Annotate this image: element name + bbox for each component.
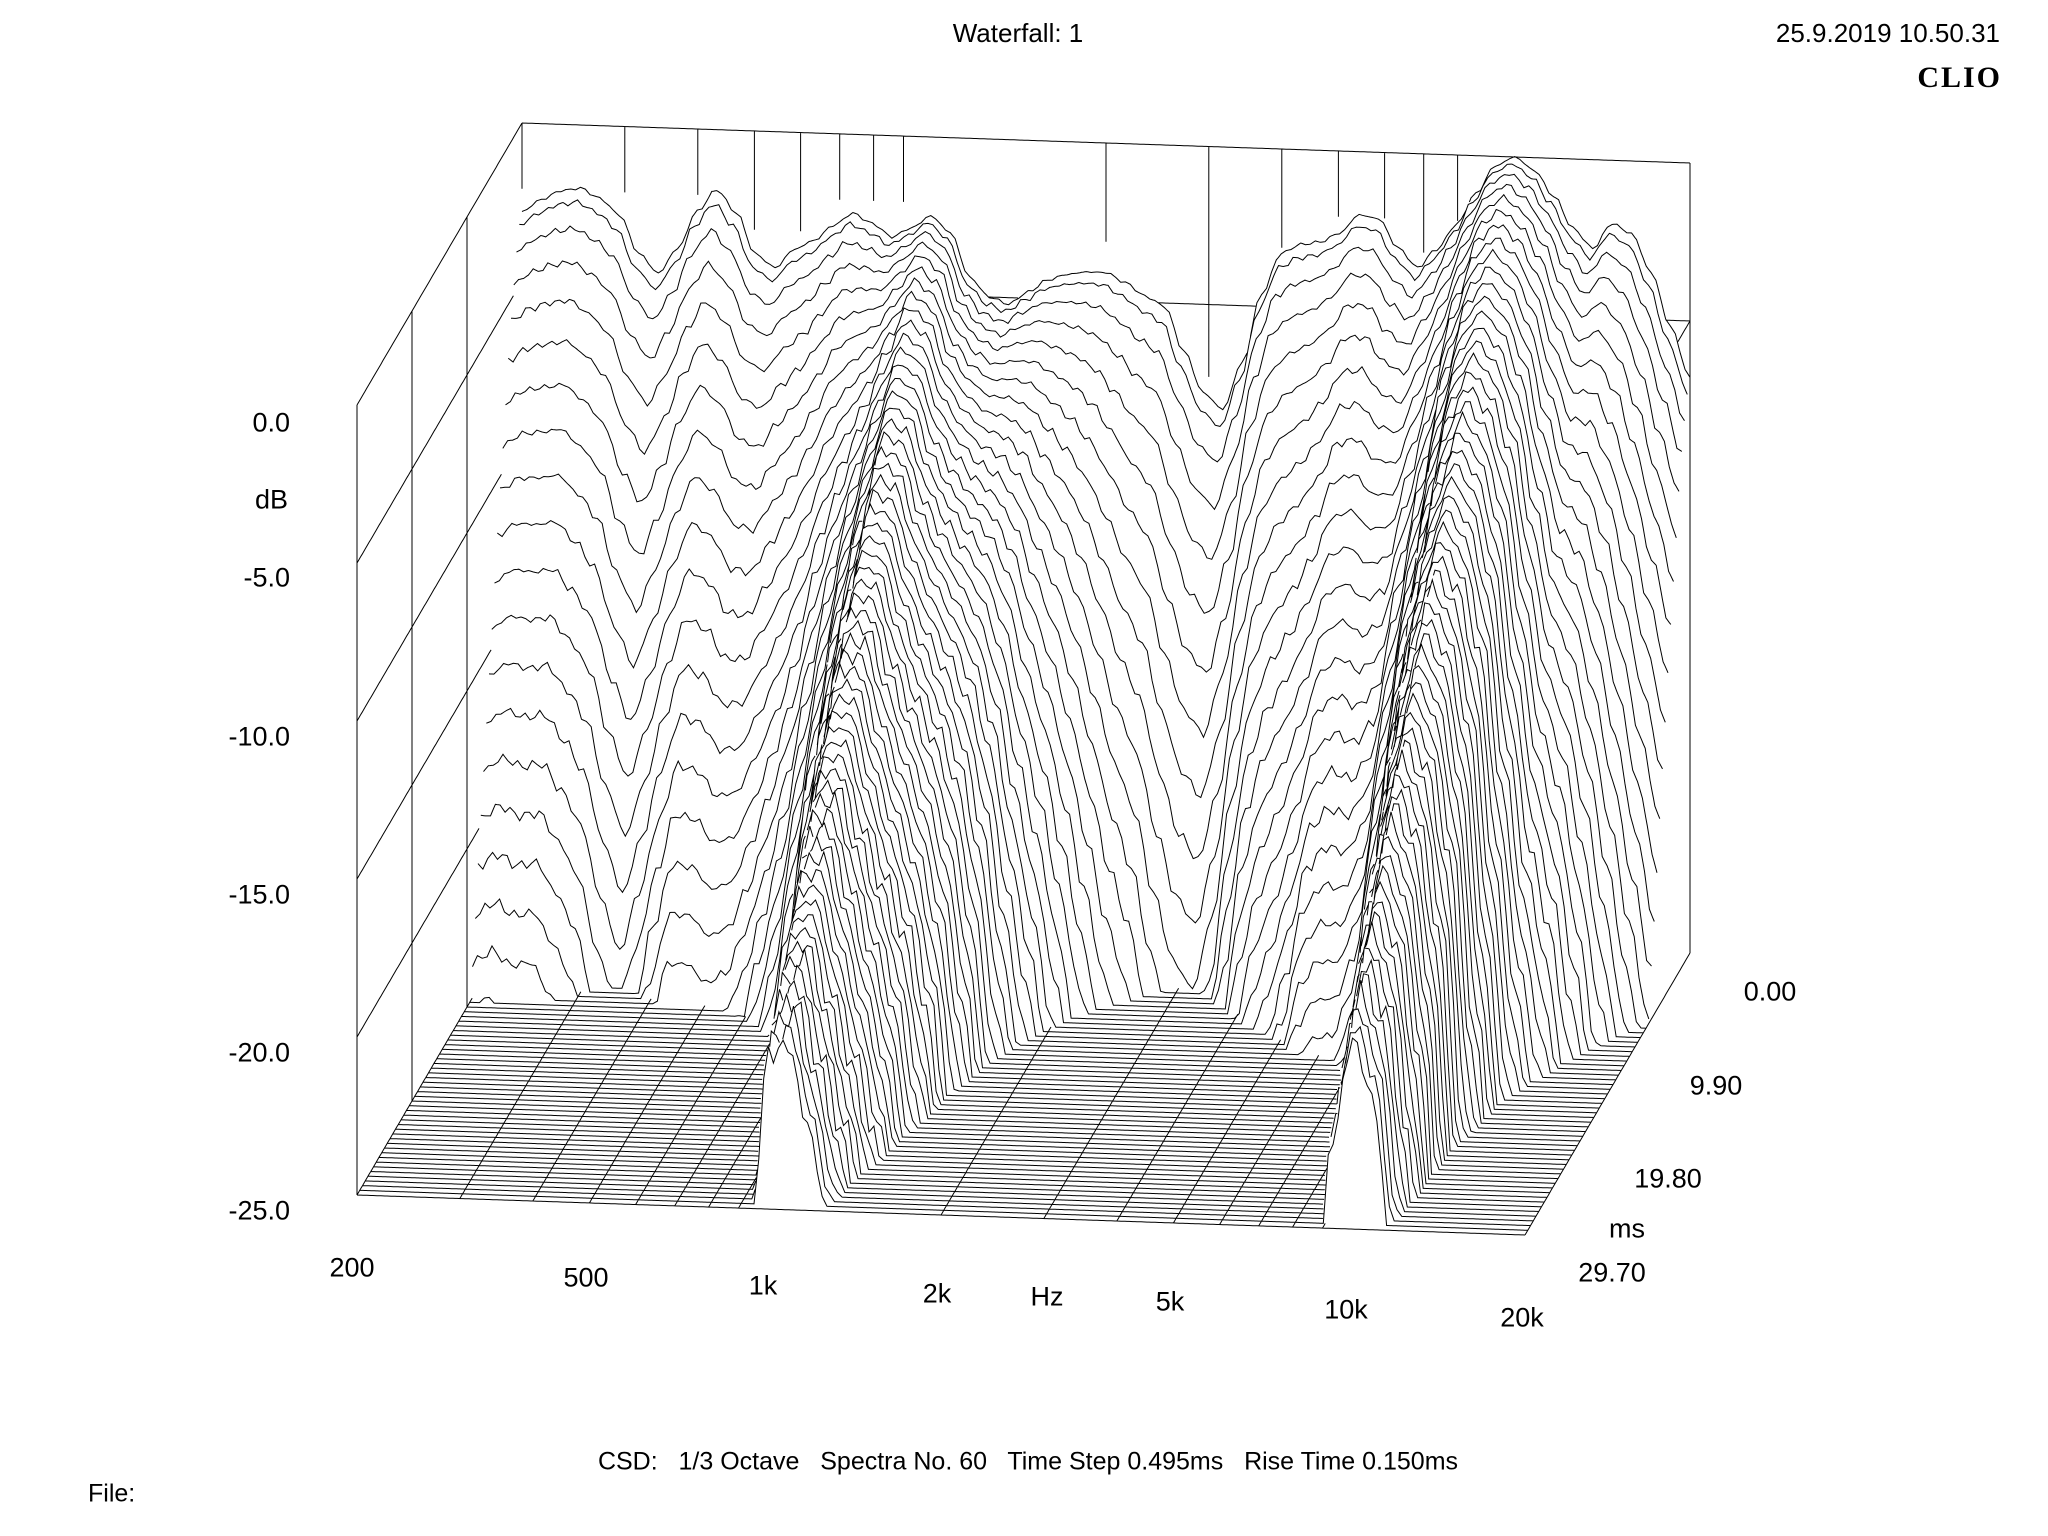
- time-axis-unit: ms: [1609, 1213, 1645, 1244]
- file-label: File:: [88, 1479, 136, 1508]
- time-tick-0: 0.00: [1743, 976, 1797, 1007]
- db-tick-3: -15.0: [228, 879, 290, 910]
- waterfall-curves: [356, 122, 1691, 1236]
- db-tick-2: -10.0: [228, 721, 290, 752]
- db-axis-unit: dB: [254, 484, 288, 515]
- freq-tick-5k: 5k: [1155, 1286, 1185, 1317]
- measurement-info: CSD: 1/3 Octave Spectra No. 60 Time Step…: [597, 1447, 1459, 1476]
- time-tick-2: 19.80: [1634, 1163, 1702, 1194]
- db-tick-0: 0.0: [252, 407, 290, 438]
- db-tick-4: -20.0: [228, 1037, 290, 1068]
- clio-logo: CLIO: [1917, 61, 2002, 94]
- db-tick-1: -5.0: [243, 562, 290, 593]
- time-tick-3: 29.70: [1578, 1257, 1646, 1288]
- db-tick-5: -25.0: [228, 1195, 290, 1226]
- freq-tick-2k: 2k: [922, 1278, 952, 1309]
- freq-tick-200: 200: [329, 1252, 375, 1283]
- page-title: Waterfall: 1: [952, 18, 1084, 48]
- freq-tick-20k: 20k: [1500, 1302, 1544, 1333]
- freq-axis-unit: Hz: [1030, 1281, 1064, 1312]
- freq-tick-500: 500: [563, 1262, 609, 1293]
- freq-tick-1k: 1k: [748, 1270, 778, 1301]
- freq-tick-10k: 10k: [1324, 1294, 1368, 1325]
- time-tick-1: 9.90: [1689, 1070, 1743, 1101]
- timestamp: 25.9.2019 10.50.31: [1775, 18, 2000, 48]
